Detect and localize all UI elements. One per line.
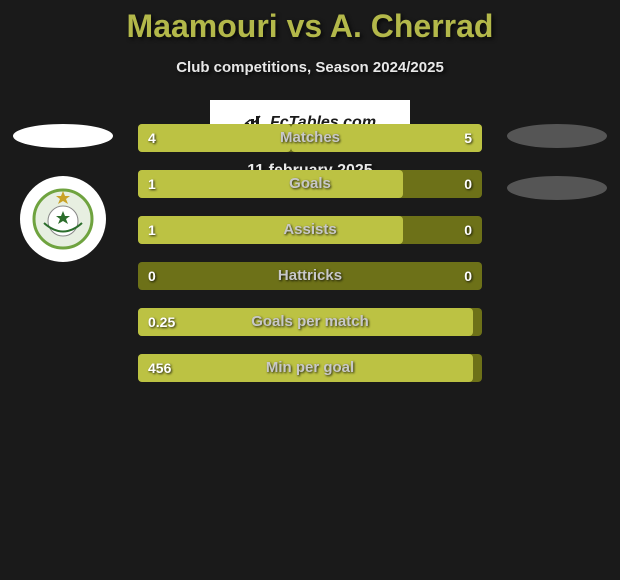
stat-bar-assists: Assists1 0 (138, 216, 482, 244)
stat-value-left: 1 (148, 216, 156, 244)
stat-value-left: 0 (148, 262, 156, 290)
stat-value-right: 0 (464, 262, 472, 290)
player-right-panel (502, 124, 612, 384)
stat-bar-hattricks: Hattricks0 0 (138, 262, 482, 290)
stat-value-right: 5 (464, 124, 472, 152)
stat-value-left: 456 (148, 354, 171, 382)
stat-label: Goals (138, 170, 482, 198)
stat-bar-min-per-goal: Min per goal456 (138, 354, 482, 382)
stat-value-left: 1 (148, 170, 156, 198)
page-subtitle: Club competitions, Season 2024/2025 (0, 59, 620, 76)
stat-value-right: 0 (464, 170, 472, 198)
stat-value-left: 4 (148, 124, 156, 152)
stat-value-left: 0.25 (148, 308, 175, 336)
stat-label: Min per goal (138, 354, 482, 382)
player-left-panel (8, 124, 118, 384)
player-left-flag (13, 124, 113, 148)
stat-bar-goals-per-match: Goals per match0.25 (138, 308, 482, 336)
stat-bar-matches: Matches4 5 (138, 124, 482, 152)
stat-bar-goals: Goals1 0 (138, 170, 482, 198)
stat-label: Assists (138, 216, 482, 244)
stat-label: Hattricks (138, 262, 482, 290)
stat-label: Goals per match (138, 308, 482, 336)
player-right-flag (507, 124, 607, 148)
comparison-chart: Matches45Goals10Assists10Hattricks00Goal… (138, 124, 482, 400)
player-left-club-badge (20, 176, 106, 262)
stat-label: Matches (138, 124, 482, 152)
page-title: Maamouri vs A. Cherrad (0, 0, 620, 45)
player-right-club-avatar (507, 176, 607, 200)
stat-value-right: 0 (464, 216, 472, 244)
